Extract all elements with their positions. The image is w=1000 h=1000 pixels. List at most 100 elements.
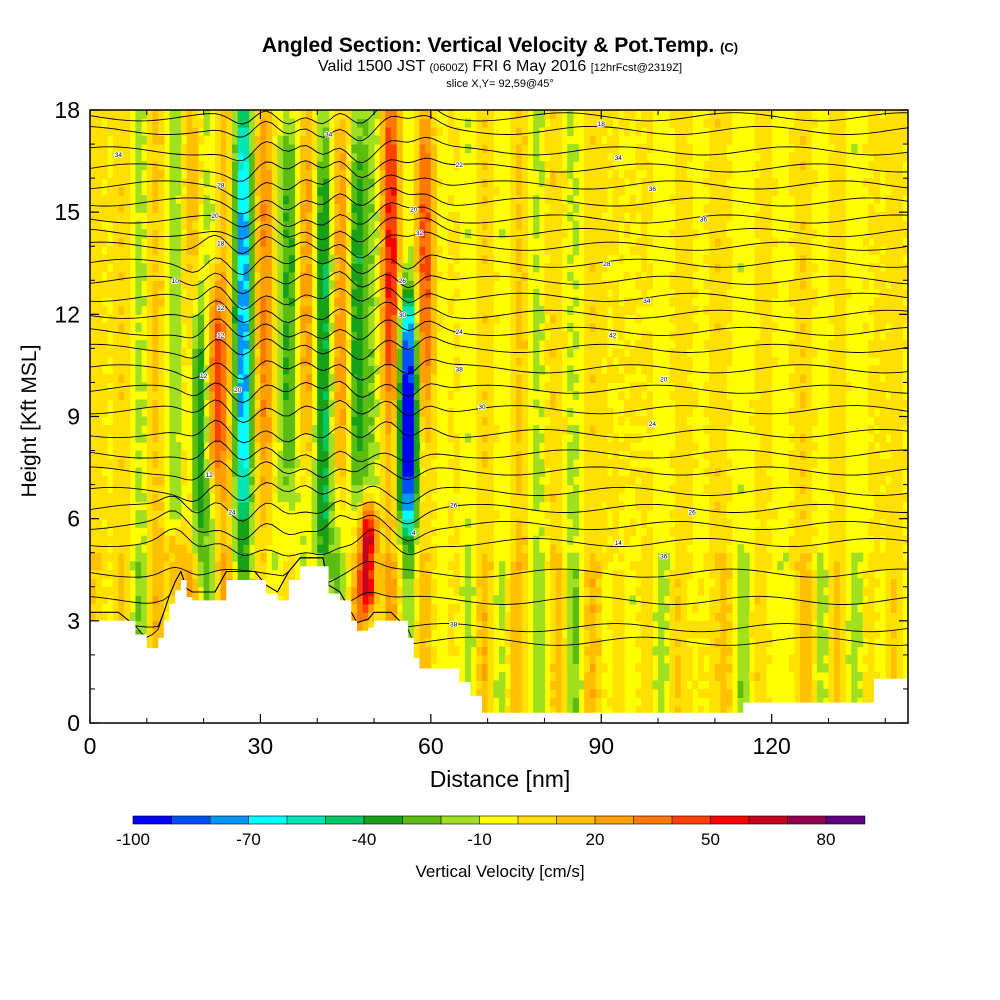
velocity-cell bbox=[521, 603, 528, 613]
velocity-cell bbox=[482, 493, 489, 503]
velocity-cell bbox=[606, 135, 614, 145]
velocity-cell bbox=[362, 288, 369, 298]
velocity-cell bbox=[334, 271, 341, 281]
velocity-cell bbox=[226, 416, 233, 426]
velocity-cell bbox=[510, 186, 517, 196]
velocity-cell bbox=[447, 433, 455, 443]
velocity-cell bbox=[368, 467, 375, 477]
velocity-cell bbox=[215, 527, 222, 537]
velocity-cell bbox=[413, 391, 421, 401]
velocity-cell bbox=[624, 408, 631, 418]
velocity-cell bbox=[430, 237, 438, 247]
velocity-cell bbox=[197, 552, 205, 562]
velocity-cell bbox=[567, 305, 574, 315]
velocity-cell bbox=[334, 442, 341, 452]
velocity-cell bbox=[90, 408, 97, 418]
velocity-cell bbox=[322, 263, 330, 273]
velocity-cell bbox=[385, 118, 392, 128]
velocity-cell bbox=[589, 305, 597, 315]
velocity-cell bbox=[516, 433, 523, 443]
velocity-cell bbox=[516, 688, 523, 698]
velocity-cell bbox=[589, 416, 597, 426]
velocity-cell bbox=[368, 314, 375, 324]
velocity-cell bbox=[135, 612, 142, 622]
velocity-cell bbox=[521, 510, 528, 520]
velocity-cell bbox=[243, 229, 250, 239]
velocity-cell bbox=[561, 654, 568, 664]
velocity-cell bbox=[385, 442, 392, 452]
velocity-cell bbox=[419, 408, 426, 418]
velocity-cell bbox=[118, 152, 125, 162]
velocity-cell bbox=[510, 314, 517, 324]
velocity-cell bbox=[606, 620, 614, 630]
velocity-cell bbox=[146, 280, 154, 290]
velocity-cell bbox=[322, 246, 330, 256]
velocity-cell bbox=[305, 391, 313, 401]
velocity-cell bbox=[533, 680, 540, 690]
velocity-cell bbox=[345, 161, 352, 171]
velocity-cell bbox=[555, 408, 563, 418]
velocity-cell bbox=[118, 425, 125, 435]
velocity-cell bbox=[158, 459, 165, 469]
velocity-cell bbox=[618, 552, 625, 562]
velocity-cell bbox=[271, 271, 279, 281]
velocity-cell bbox=[112, 152, 119, 162]
velocity-cell bbox=[317, 450, 324, 460]
velocity-cell bbox=[379, 195, 386, 205]
velocity-cell bbox=[589, 237, 597, 247]
velocity-cell bbox=[379, 425, 386, 435]
velocity-cell bbox=[379, 356, 386, 366]
velocity-cell bbox=[561, 680, 568, 690]
velocity-cell bbox=[487, 118, 494, 128]
velocity-cell bbox=[391, 271, 398, 281]
velocity-cell bbox=[152, 339, 159, 349]
velocity-cell bbox=[499, 697, 506, 707]
velocity-cell bbox=[300, 144, 307, 154]
velocity-cell bbox=[146, 459, 154, 469]
velocity-cell bbox=[260, 144, 267, 154]
velocity-cell bbox=[339, 280, 347, 290]
velocity-cell bbox=[90, 178, 97, 188]
velocity-cell bbox=[476, 408, 483, 418]
velocity-cell bbox=[95, 305, 102, 315]
velocity-cell bbox=[601, 373, 608, 383]
velocity-cell bbox=[516, 442, 523, 452]
velocity-cell bbox=[425, 399, 432, 409]
velocity-cell bbox=[334, 348, 341, 358]
velocity-cell bbox=[186, 314, 193, 324]
velocity-cell bbox=[311, 135, 318, 145]
velocity-cell bbox=[379, 510, 386, 520]
velocity-cell bbox=[504, 637, 511, 647]
velocity-cell bbox=[516, 356, 523, 366]
velocity-cell bbox=[374, 399, 381, 409]
velocity-cell bbox=[203, 467, 210, 477]
velocity-cell bbox=[169, 305, 176, 315]
velocity-cell bbox=[254, 535, 261, 545]
velocity-cell bbox=[419, 314, 426, 324]
velocity-cell bbox=[379, 135, 386, 145]
velocity-cell bbox=[544, 263, 551, 273]
velocity-cell bbox=[499, 671, 506, 681]
velocity-cell bbox=[197, 322, 205, 332]
velocity-cell bbox=[396, 527, 404, 537]
velocity-cell bbox=[243, 391, 250, 401]
velocity-cell bbox=[419, 578, 426, 588]
velocity-cell bbox=[101, 552, 108, 562]
velocity-cell bbox=[266, 271, 273, 281]
velocity-cell bbox=[589, 501, 597, 511]
velocity-cell bbox=[300, 305, 307, 315]
velocity-cell bbox=[589, 271, 597, 281]
velocity-cell bbox=[533, 263, 540, 273]
velocity-cell bbox=[612, 637, 619, 647]
velocity-cell bbox=[95, 578, 102, 588]
velocity-cell bbox=[107, 288, 114, 298]
velocity-cell bbox=[215, 305, 222, 315]
velocity-cell bbox=[550, 706, 557, 716]
velocity-cell bbox=[430, 603, 438, 613]
velocity-cell bbox=[482, 595, 489, 605]
velocity-cell bbox=[487, 510, 494, 520]
velocity-cell bbox=[521, 391, 528, 401]
velocity-cell bbox=[447, 110, 455, 120]
velocity-cell bbox=[169, 263, 176, 273]
velocity-cell bbox=[572, 203, 580, 213]
